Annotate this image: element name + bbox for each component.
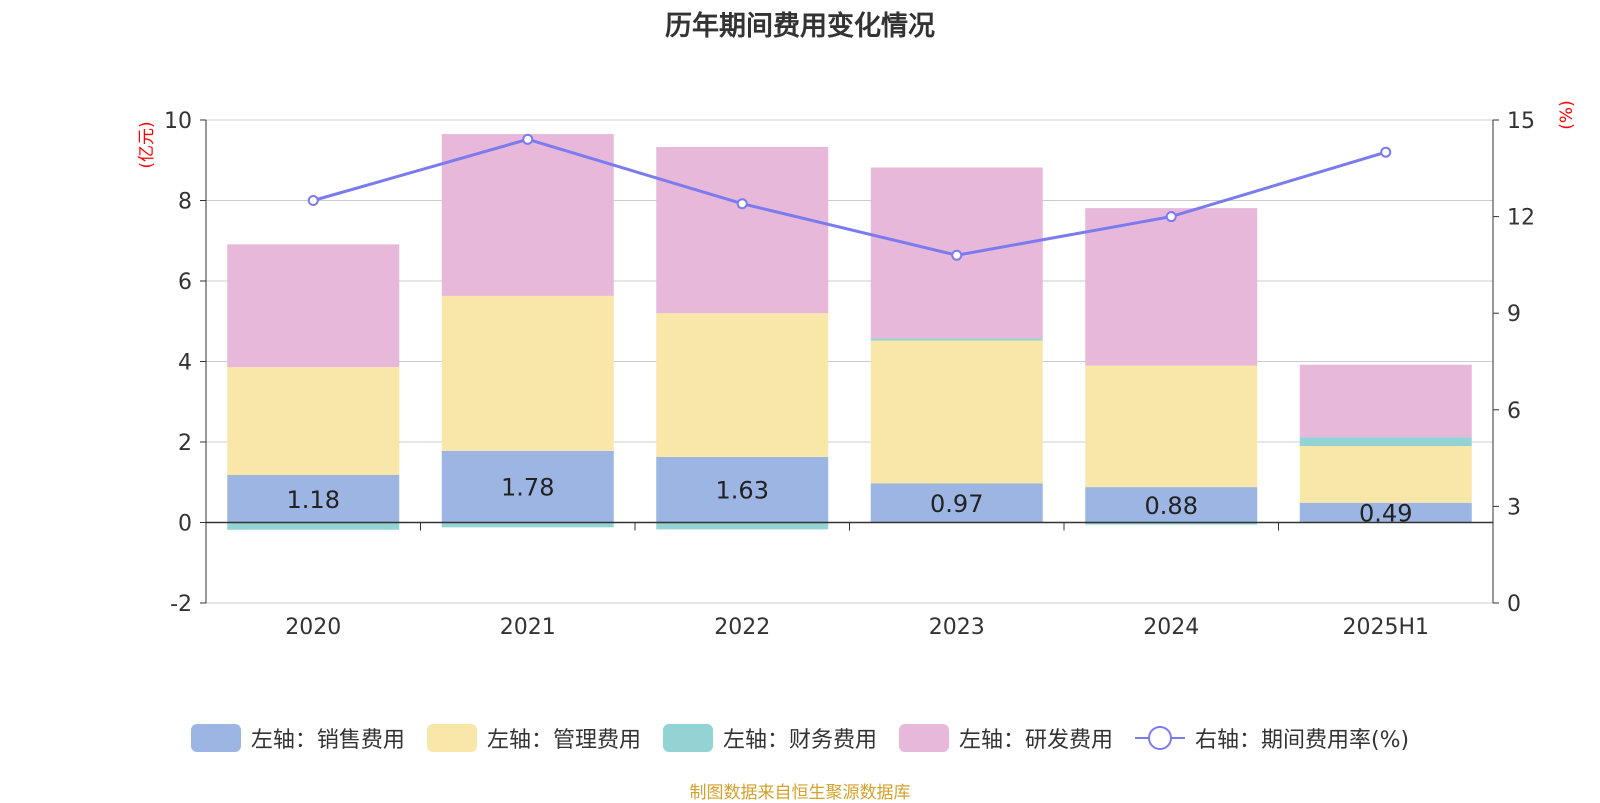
rate-point — [736, 198, 748, 210]
bar-segment — [227, 475, 400, 523]
right-tick-label: 15 — [1507, 109, 1535, 134]
x-tick-label: 2025H1 — [1342, 615, 1429, 640]
data-label: 1.63 — [716, 477, 769, 505]
data-label: 1.78 — [501, 474, 554, 502]
rate-point — [1380, 146, 1392, 158]
legend-item[interactable]: 左轴：财务费用 — [662, 722, 877, 754]
x-tick-label: 2020 — [285, 615, 341, 640]
legend-swatch — [662, 724, 713, 752]
legend-label: 左轴：研发费用 — [958, 728, 1113, 753]
bar-segment — [1085, 208, 1258, 366]
source-footer: 制图数据来自恒生聚源数据库 — [689, 783, 911, 803]
right-tick-label: 6 — [1507, 399, 1521, 424]
legend-swatch — [426, 724, 477, 752]
rate-point — [522, 133, 534, 145]
rate-point — [307, 195, 319, 206]
bar-segment — [870, 338, 1043, 341]
bar-segment — [1299, 446, 1472, 503]
legend: 左轴：销售费用 左轴：管理费用 左轴：财务费用 左轴：研发费用 右轴：期间费用率(%) — [0, 718, 1600, 758]
left-tick-label: -2 — [170, 592, 192, 617]
bar-segment — [1299, 437, 1472, 447]
left-tick-label: 10 — [164, 109, 192, 134]
data-label: 0.97 — [930, 490, 983, 518]
axes: -2 0 2 4 6 8 10 0 3 6 9 12 15 (亿元) (%) 2020 2021 2022 2023… — [137, 100, 1577, 640]
legend-label: 左轴：财务费用 — [722, 728, 877, 753]
bar-segment — [227, 522, 400, 530]
legend-item[interactable]: 左轴：销售费用 — [190, 722, 405, 754]
legend-item[interactable]: 左轴：管理费用 — [426, 722, 641, 754]
chart-svg: -2 0 2 4 6 8 10 0 3 6 9 12 15 (亿元) (%) 2020 2021 2022 2023… — [137, 100, 1577, 640]
line-layer — [307, 133, 1392, 261]
right-tick-label: 0 — [1507, 592, 1521, 617]
rate-point — [1165, 211, 1177, 223]
left-tick-label: 8 — [178, 190, 192, 215]
bar-segment — [441, 522, 614, 528]
legend-item[interactable]: 右轴：期间费用率(%) — [1134, 722, 1410, 754]
bar-segment — [656, 313, 829, 457]
bar-segment — [227, 367, 400, 476]
left-tick-label: 0 — [178, 512, 192, 537]
bar-segment — [1085, 522, 1258, 525]
bar-segment — [1085, 365, 1258, 488]
bar-segment — [656, 456, 829, 523]
x-tick-label: 2022 — [714, 615, 770, 640]
right-axis-title: (%) — [1557, 100, 1577, 129]
legend-label: 左轴：销售费用 — [250, 728, 405, 753]
bar-segment — [870, 483, 1043, 523]
right-tick-label: 3 — [1507, 495, 1521, 520]
label-layer: 1.18 1.78 1.63 0.97 0.88 0.49 — [287, 474, 1413, 528]
bar-segment — [656, 522, 829, 530]
left-tick-label: 4 — [178, 351, 192, 376]
left-tick-label: 2 — [178, 431, 192, 456]
bar-segment — [441, 134, 614, 296]
bar-segment — [227, 244, 400, 368]
data-label: 0.49 — [1359, 500, 1412, 528]
bar-segment — [656, 146, 829, 314]
x-tick-label: 2023 — [929, 615, 985, 640]
data-label: 0.88 — [1145, 492, 1198, 520]
x-tick-label: 2021 — [500, 615, 556, 640]
legend-swatch — [190, 724, 241, 752]
rate-line — [312, 137, 1387, 257]
legend-swatch — [1134, 724, 1185, 752]
data-label: 1.18 — [287, 486, 340, 514]
legend-swatch — [898, 724, 949, 752]
bar-segment — [870, 340, 1043, 484]
left-axis-title: (亿元) — [137, 121, 157, 168]
x-tick-label: 2024 — [1143, 615, 1199, 640]
right-tick-label: 9 — [1507, 302, 1521, 327]
right-tick-label: 12 — [1507, 206, 1535, 231]
legend-label: 左轴：管理费用 — [486, 728, 641, 753]
bar-layer — [227, 134, 1472, 530]
rate-point — [951, 249, 963, 261]
bar-segment — [441, 450, 614, 523]
bar-segment — [1085, 487, 1258, 523]
bar-segment — [1299, 364, 1472, 438]
left-tick-label: 6 — [178, 270, 192, 295]
legend-item[interactable]: 左轴：研发费用 — [898, 722, 1113, 754]
chart-title: 历年期间费用变化情况 — [665, 11, 935, 42]
legend-label: 右轴：期间费用率(%) — [1194, 728, 1410, 753]
bar-segment — [441, 295, 614, 451]
bar-segment — [1299, 502, 1472, 523]
